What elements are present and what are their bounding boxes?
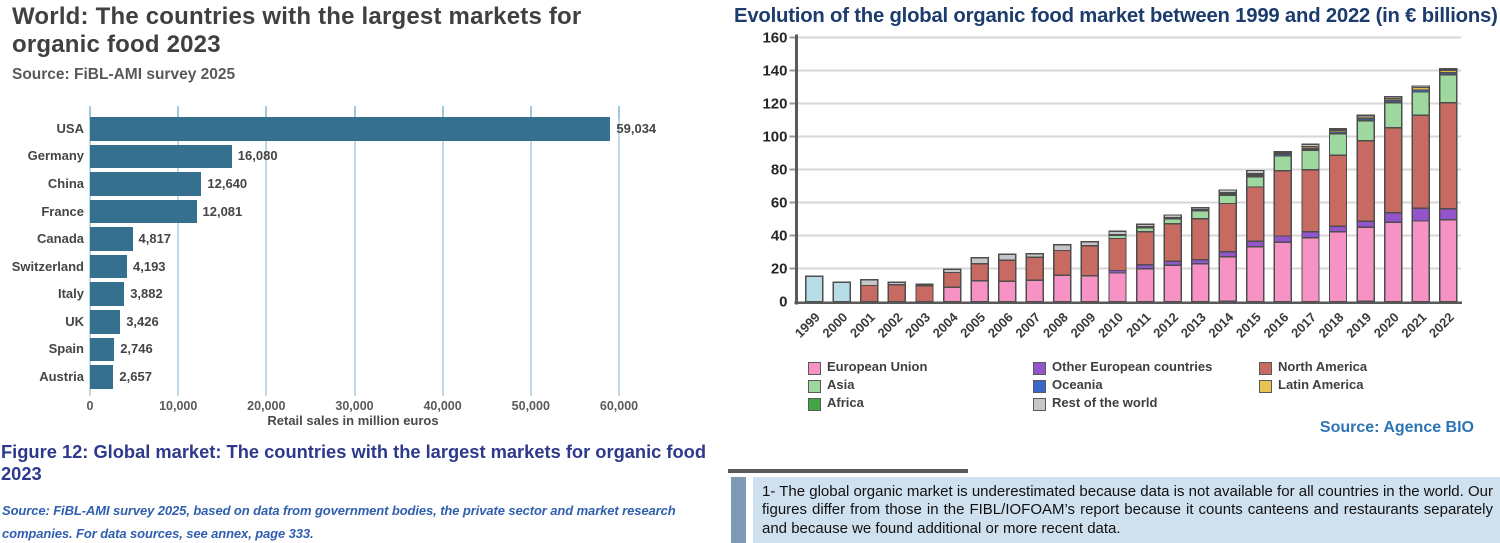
svg-text:80: 80: [771, 162, 788, 179]
svg-text:2011: 2011: [1123, 310, 1154, 341]
svg-text:2020: 2020: [1371, 310, 1402, 341]
svg-text:2017: 2017: [1288, 310, 1319, 341]
svg-text:160: 160: [762, 30, 787, 47]
svg-text:2003: 2003: [902, 310, 933, 341]
svg-text:2001: 2001: [847, 310, 878, 341]
svg-text:20: 20: [771, 261, 788, 278]
svg-text:0: 0: [779, 294, 787, 311]
svg-text:60: 60: [771, 195, 788, 212]
svg-text:2010: 2010: [1095, 310, 1126, 341]
svg-text:2005: 2005: [957, 310, 988, 341]
svg-text:2009: 2009: [1067, 310, 1098, 341]
svg-text:2016: 2016: [1260, 310, 1291, 341]
svg-text:2004: 2004: [930, 309, 962, 341]
svg-text:100: 100: [762, 129, 787, 146]
svg-text:1999: 1999: [792, 310, 823, 341]
svg-text:2019: 2019: [1343, 310, 1374, 341]
svg-text:2006: 2006: [985, 310, 1016, 341]
svg-text:2007: 2007: [1012, 310, 1043, 341]
svg-text:2014: 2014: [1205, 309, 1237, 341]
svg-text:2000: 2000: [819, 310, 850, 341]
svg-text:2015: 2015: [1233, 310, 1264, 341]
svg-text:40: 40: [771, 228, 788, 245]
svg-text:2002: 2002: [874, 310, 905, 341]
svg-text:2018: 2018: [1316, 310, 1347, 341]
svg-text:120: 120: [762, 96, 787, 113]
svg-text:2022: 2022: [1426, 310, 1457, 341]
svg-text:2021: 2021: [1398, 310, 1429, 341]
svg-text:2013: 2013: [1178, 310, 1209, 341]
svg-text:140: 140: [762, 63, 787, 80]
svg-text:2012: 2012: [1150, 310, 1181, 341]
svg-text:2008: 2008: [1040, 310, 1071, 341]
